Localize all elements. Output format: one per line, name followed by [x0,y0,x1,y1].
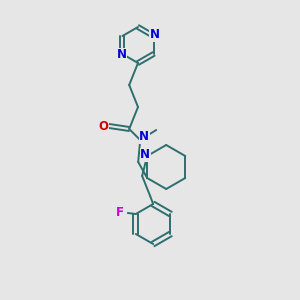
Text: N: N [140,148,150,161]
Text: F: F [116,206,124,218]
Text: N: N [139,130,149,143]
Text: O: O [98,119,108,133]
Text: N: N [116,49,126,62]
Text: N: N [150,28,160,41]
